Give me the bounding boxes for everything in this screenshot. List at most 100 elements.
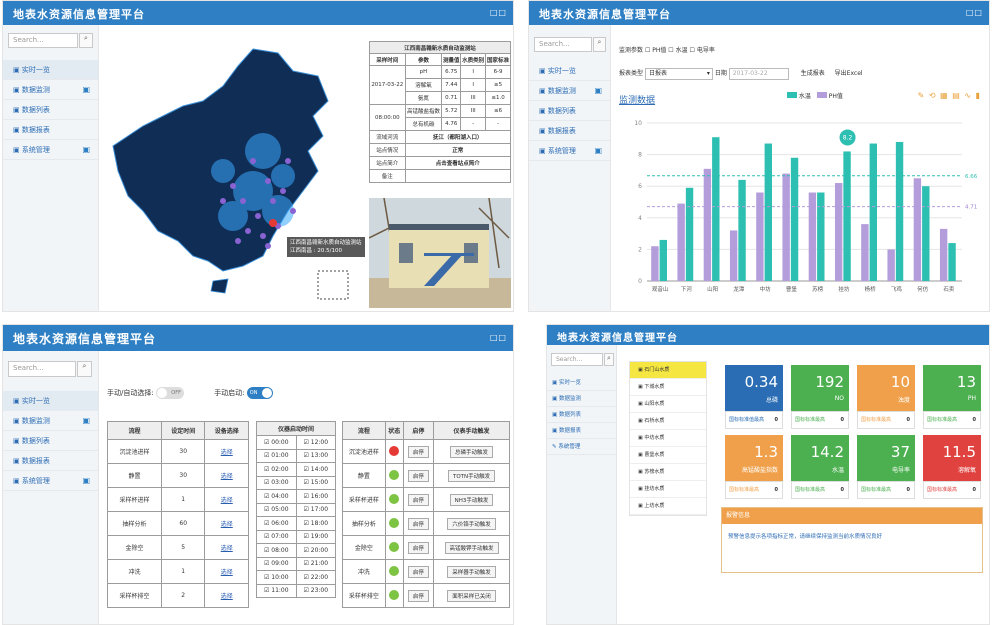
chart-legend[interactable]: 水温 PH值 [787, 91, 843, 100]
metric-tile[interactable]: 11.5 溶解氧 国标标准最高 0 [923, 435, 981, 499]
manual-trigger-button[interactable]: 面积采样已关闭 [447, 589, 496, 602]
start-stop-button[interactable]: 启停 [407, 565, 429, 578]
expand-icon[interactable]: ▣ [82, 145, 90, 154]
start-stop-button[interactable]: 启停 [407, 517, 429, 530]
time-slot[interactable]: ☑ 10:00 [256, 570, 297, 585]
nav-item-report[interactable]: ▣ 数据报表 [529, 121, 610, 141]
select-link[interactable]: 选择 [220, 521, 233, 528]
metric-tile[interactable]: 0.34 总磷 国标标准值最高 0 [725, 365, 783, 429]
expand-icon[interactable]: ▣ [82, 416, 90, 425]
search-icon[interactable]: ⌕ [593, 37, 606, 52]
time-slot[interactable]: ☑ 18:00 [295, 516, 336, 531]
search-input[interactable]: Search... [8, 33, 78, 48]
device-select-link[interactable]: 选择 [204, 439, 249, 464]
search-input[interactable]: Search... [534, 37, 592, 52]
station-intro-link[interactable]: 点击查看站点简介 [404, 156, 512, 170]
select-link[interactable]: 选择 [220, 545, 233, 552]
start-stop-button[interactable]: 启停 [407, 541, 429, 554]
metric-tile[interactable]: 13 PH 国标标准最高 0 [923, 365, 981, 429]
time-slot[interactable]: ☑ 03:00 [256, 475, 297, 490]
nav-item-overview[interactable]: ▣ 实时一览 [3, 391, 98, 411]
nav-item-list[interactable]: ▣ 数据列表 [547, 407, 616, 423]
nav-item-overview[interactable]: ▣ 实时一览 [547, 375, 616, 391]
window-icons[interactable]: □□ [965, 8, 983, 17]
nav-item-monitor[interactable]: ▣ 数据监测 [547, 391, 616, 407]
expand-icon[interactable]: ▣ [594, 86, 602, 95]
nav-item-report[interactable]: ▣ 数据报表 [547, 423, 616, 439]
nav-item-report[interactable]: ▣ 数据报表 [3, 451, 98, 471]
station-item[interactable]: ▣ 上坊水质 [630, 498, 706, 515]
manual-toggle[interactable]: OFF [155, 387, 184, 399]
time-slot[interactable]: ☑ 11:00 [256, 583, 297, 598]
station-item[interactable]: ▣ 下城水质 [630, 379, 706, 396]
time-slot[interactable]: ☑ 16:00 [295, 489, 336, 504]
station-item[interactable]: ▣ 石门山水质 [630, 362, 706, 379]
start-stop-button[interactable]: 启停 [407, 445, 429, 458]
date-input[interactable]: 2017-03-22 [728, 67, 789, 80]
search-icon[interactable]: ⌕ [77, 361, 92, 377]
nav-item-list[interactable]: ▣ 数据列表 [3, 431, 98, 451]
time-slot[interactable]: ☑ 22:00 [295, 570, 336, 585]
nav-item-monitor[interactable]: ▣ 数据监测 ▣ [3, 80, 98, 100]
manual-trigger-button[interactable]: 采样器手动触发 [447, 565, 496, 578]
expand-icon[interactable]: ▣ [82, 85, 90, 94]
station-item[interactable]: ▣ 石桥水质 [630, 413, 706, 430]
time-slot[interactable]: ☑ 19:00 [295, 529, 336, 544]
manual-trigger-button[interactable]: NH3手动触发 [449, 493, 494, 506]
time-slot[interactable]: ☑ 20:00 [295, 543, 336, 558]
nav-item-overview[interactable]: ▣ 实时一览 [529, 61, 610, 81]
time-slot[interactable]: ☑ 15:00 [295, 475, 336, 490]
nav-item-system[interactable]: ▣ 系统管理 ▣ [529, 141, 610, 161]
station-item[interactable]: ▣ 曹堡水质 [630, 447, 706, 464]
window-icons[interactable]: □□ [489, 333, 507, 342]
device-select-link[interactable]: 选择 [204, 487, 249, 512]
select-link[interactable]: 选择 [220, 473, 233, 480]
window-icons[interactable]: □□ [489, 8, 507, 17]
device-select-link[interactable]: 选择 [204, 463, 249, 488]
device-select-link[interactable]: 选择 [204, 583, 249, 608]
time-slot[interactable]: ☑ 04:00 [256, 489, 297, 504]
station-item[interactable]: ▣ 山阳水质 [630, 396, 706, 413]
report-type-select[interactable]: 日报表 ▾ [644, 67, 713, 80]
start-stop-button[interactable]: 启停 [407, 589, 429, 602]
metric-tile[interactable]: 10 浊度 国标标准最高 0 [857, 365, 915, 429]
manual-trigger-button[interactable]: 六价铬手动触发 [447, 517, 496, 530]
param-checkbox[interactable]: ☐ PH值 [644, 47, 667, 54]
start-stop-button[interactable]: 启停 [407, 469, 429, 482]
time-slot[interactable]: ☑ 07:00 [256, 529, 297, 544]
time-slot[interactable]: ☑ 00:00 [256, 435, 297, 450]
nav-item-system[interactable]: ▣ 系统管理 ▣ [3, 471, 98, 491]
param-checkbox[interactable]: ☐ 水温 [668, 47, 688, 54]
nav-item-system[interactable]: ▣ 系统管理 ▣ [3, 140, 98, 160]
generate-report-button[interactable]: 生成报表 [800, 70, 825, 77]
nav-item-list[interactable]: ▣ 数据列表 [529, 101, 610, 121]
device-select-link[interactable]: 选择 [204, 511, 249, 536]
nav-item-report[interactable]: ▣ 数据报表 [3, 120, 98, 140]
search-input[interactable]: Search... [8, 361, 76, 377]
metric-tile[interactable]: 192 NO 国标标准最高 0 [791, 365, 849, 429]
metric-tile[interactable]: 1.3 高锰酸盐指数 国标标准最高 0 [725, 435, 783, 499]
search-input[interactable]: Search... [551, 353, 603, 366]
start-stop-button[interactable]: 启停 [407, 493, 429, 506]
expand-icon[interactable]: ▣ [594, 146, 602, 155]
param-checkbox[interactable]: ☐ 电导率 [689, 47, 715, 54]
nav-item-list[interactable]: ▣ 数据列表 [3, 100, 98, 120]
time-slot[interactable]: ☑ 05:00 [256, 502, 297, 517]
time-slot[interactable]: ☑ 12:00 [295, 435, 336, 450]
metric-tile[interactable]: 37 电导率 国标标准最高 0 [857, 435, 915, 499]
time-slot[interactable]: ☑ 13:00 [295, 448, 336, 463]
manual-trigger-button[interactable]: 总磷手动触发 [450, 445, 494, 458]
nav-item-system[interactable]: ✎ 系统管理 [547, 439, 616, 455]
time-slot[interactable]: ☑ 23:00 [295, 583, 336, 598]
nav-item-overview[interactable]: ▣ 实时一览 [3, 60, 98, 80]
search-icon[interactable]: ⌕ [604, 353, 614, 366]
time-slot[interactable]: ☑ 17:00 [295, 502, 336, 517]
select-link[interactable]: 选择 [220, 497, 233, 504]
device-select-link[interactable]: 选择 [204, 559, 249, 584]
manual-trigger-button[interactable]: 高锰酸钾手动触发 [444, 541, 499, 554]
select-link[interactable]: 选择 [220, 449, 233, 456]
expand-icon[interactable]: ▣ [82, 476, 90, 485]
nav-item-monitor[interactable]: ▣ 数据监测 ▣ [3, 411, 98, 431]
chart-toolbox[interactable]: ✎ ⟲ ▦ ▤ ∿ ▮ [917, 91, 981, 100]
time-slot[interactable]: ☑ 06:00 [256, 516, 297, 531]
